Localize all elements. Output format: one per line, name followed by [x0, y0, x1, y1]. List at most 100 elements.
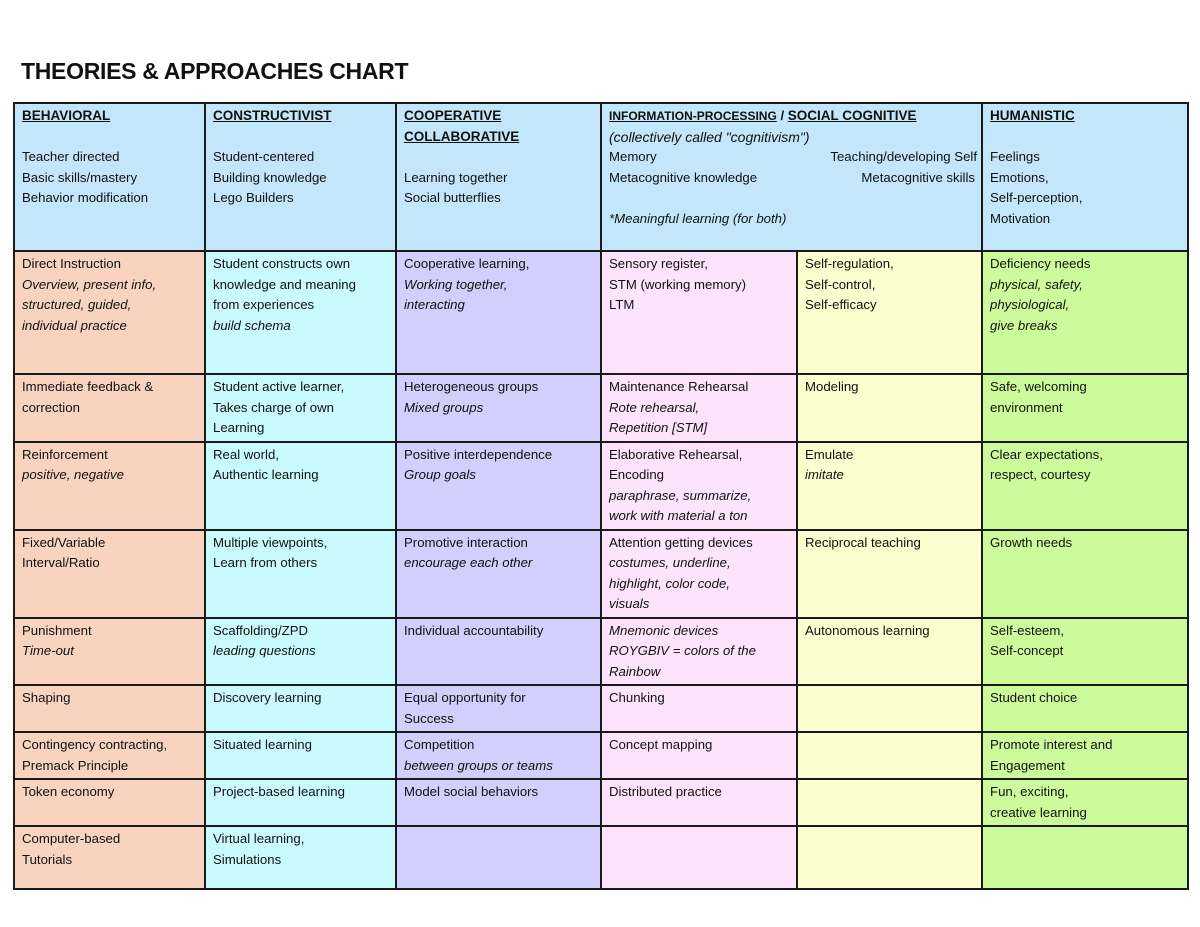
- header-humanistic: HUMANISTIC Feelings Emotions, Self-perce…: [981, 102, 1190, 252]
- cell-behavioral: Direct Instruction Overview, present inf…: [13, 250, 206, 375]
- column-title-collaborative: COLLABORATIVE: [404, 128, 520, 144]
- cell-humanistic: Fun, exciting, creative learning: [981, 778, 1190, 827]
- cell-cooperative: Promotive interaction encourage each oth…: [395, 528, 602, 619]
- cell-text: Mixed groups: [404, 399, 484, 415]
- cell-text: paraphrase, summarize,: [609, 487, 752, 503]
- cell-text: Growth needs: [990, 534, 1073, 550]
- cell-information-processing: Concept mapping: [600, 731, 798, 780]
- cell-text: positive, negative: [22, 467, 124, 482]
- cell-humanistic: Growth needs: [981, 528, 1190, 619]
- header-line: Teaching/developing Self: [830, 149, 978, 164]
- cell-cooperative: Individual accountability: [395, 616, 602, 686]
- cell-humanistic: Student choice: [981, 684, 1190, 733]
- cell-text: highlight, color code,: [609, 575, 730, 591]
- cell-text: costumes, underline,: [609, 555, 731, 570]
- cell-constructivist: Student constructs own knowledge and mea…: [204, 250, 397, 375]
- cell-text: Encoding: [609, 467, 664, 482]
- cell-constructivist: Real world, Authentic learning: [204, 440, 397, 531]
- column-title-cooperative: COOPERATIVE: [404, 108, 502, 123]
- cell-text: Learning: [213, 420, 265, 435]
- cell-text: Real world,: [213, 446, 279, 462]
- header-behavioral: BEHAVIORAL Teacher directed Basic skills…: [13, 102, 206, 252]
- meaningful-learning-note: *Meaningful learning (for both): [609, 210, 787, 226]
- cell-text: Punishment: [22, 622, 92, 638]
- cell-behavioral: Immediate feedback & correction: [13, 373, 206, 443]
- column-title-social-cognitive: SOCIAL COGNITIVE: [787, 108, 917, 123]
- cell-information-processing: Chunking: [600, 684, 798, 733]
- table-row: Reinforcement positive, negative Real wo…: [13, 440, 1190, 531]
- cell-text: Heterogeneous groups: [404, 379, 539, 394]
- cell-social-cognitive: Self-regulation, Self-control, Self-effi…: [795, 250, 984, 375]
- column-title-behavioral: BEHAVIORAL: [22, 108, 111, 123]
- cell-text: Virtual learning,: [213, 831, 305, 846]
- cell-information-processing: Elaborative Rehearsal, Encoding paraphra…: [600, 440, 798, 531]
- header-line: Feelings: [990, 149, 1040, 164]
- header-line: Memory: [609, 149, 657, 164]
- cell-text: Mnemonic devices: [609, 622, 719, 638]
- cell-text: respect, courtesy: [990, 467, 1091, 482]
- cell-text: Working together,: [404, 276, 508, 292]
- cell-text: Clear expectations,: [990, 446, 1103, 462]
- header-cooperative: COOPERATIVE COLLABORATIVE Learning toget…: [395, 102, 602, 252]
- cell-social-cognitive: [795, 731, 984, 780]
- cell-cooperative: Competition between groups or teams: [395, 731, 602, 780]
- cell-humanistic: [981, 825, 1190, 890]
- cell-information-processing: Mnemonic devices ROYGBIV = colors of the…: [600, 616, 798, 686]
- header-line: Teacher directed: [22, 149, 120, 164]
- cell-text: Student constructs own: [213, 256, 351, 271]
- cell-text: Model social behaviors: [404, 784, 539, 799]
- cell-behavioral: Punishment Time-out: [13, 616, 206, 686]
- cell-information-processing: Sensory register, STM (working memory) L…: [600, 250, 798, 375]
- cell-constructivist: Discovery learning: [204, 684, 397, 733]
- cell-text: Takes charge of own: [213, 399, 334, 415]
- cell-text: Success: [404, 710, 454, 726]
- header-line: Emotions,: [990, 169, 1049, 185]
- cell-text: work with material a ton: [609, 508, 748, 523]
- cell-information-processing: [600, 825, 798, 890]
- cell-text: Autonomous learning: [805, 622, 930, 638]
- cell-text: between groups or teams: [404, 757, 553, 773]
- cell-humanistic: Safe, welcoming environment: [981, 373, 1190, 443]
- cell-behavioral: Reinforcement positive, negative: [13, 440, 206, 531]
- cell-behavioral: Shaping: [13, 684, 206, 733]
- column-title-humanistic: HUMANISTIC: [990, 108, 1075, 123]
- cell-text: Fixed/Variable: [22, 534, 106, 550]
- header-line: Lego Builders: [213, 190, 294, 205]
- cell-text: visuals: [609, 596, 650, 611]
- cell-text: Repetition [STM]: [609, 420, 708, 435]
- page-title: THEORIES & APPROACHES CHART: [21, 58, 409, 84]
- cell-text: Equal opportunity for: [404, 690, 526, 705]
- cell-social-cognitive: Reciprocal teaching: [795, 528, 984, 619]
- cell-text: Sensory register,: [609, 256, 708, 271]
- cell-constructivist: Scaffolding/ZPD leading questions: [204, 616, 397, 686]
- cell-constructivist: Virtual learning, Simulations: [204, 825, 397, 890]
- cell-text: individual practice: [22, 317, 127, 333]
- table-row: Computer-based Tutorials Virtual learnin…: [13, 825, 1190, 890]
- cell-text: Self-control,: [805, 276, 876, 292]
- cell-text: Time-out: [22, 643, 74, 658]
- cell-text: Distributed practice: [609, 784, 722, 799]
- table-row: Immediate feedback & correction Student …: [13, 373, 1190, 443]
- header-line: Student-centered: [213, 149, 315, 164]
- cell-text: Premack Principle: [22, 757, 129, 773]
- cell-text: encourage each other: [404, 555, 533, 570]
- cell-text: Shaping: [22, 690, 71, 705]
- cell-text: Competition: [404, 737, 475, 752]
- header-line: Metacognitive knowledge: [609, 169, 758, 185]
- cell-text: Student active learner,: [213, 379, 345, 394]
- cell-constructivist: Student active learner, Takes charge of …: [204, 373, 397, 443]
- cell-text: Fun, exciting,: [990, 784, 1069, 799]
- header-line: Building knowledge: [213, 169, 327, 185]
- header-split-row: Metacognitive knowledge Metacognitive sk…: [609, 168, 977, 189]
- cell-text: Rainbow: [609, 663, 661, 679]
- header-line: Metacognitive skills: [861, 169, 976, 185]
- cell-text: physiological,: [990, 297, 1070, 312]
- cell-cooperative: Cooperative learning, Working together, …: [395, 250, 602, 375]
- cell-cooperative: [395, 825, 602, 890]
- column-title-constructivist: CONSTRUCTIVIST: [213, 108, 332, 123]
- cell-text: Individual accountability: [404, 622, 544, 638]
- cell-information-processing: Distributed practice: [600, 778, 798, 827]
- cell-social-cognitive: [795, 825, 984, 890]
- cell-text: Emulate: [805, 446, 854, 462]
- cell-humanistic: Clear expectations, respect, courtesy: [981, 440, 1190, 531]
